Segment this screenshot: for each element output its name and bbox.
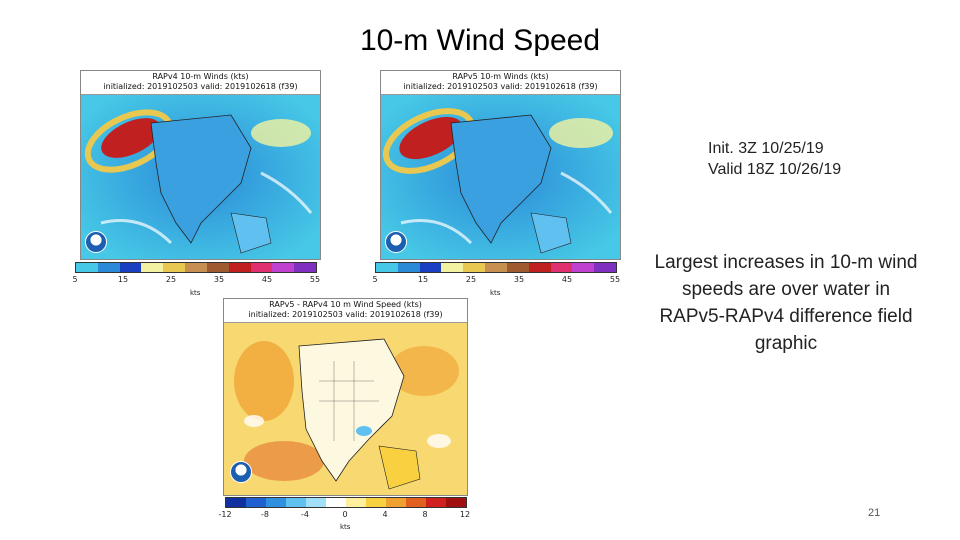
noaa-logo-icon xyxy=(385,231,407,253)
colorbar-tick-label: 45 xyxy=(261,275,273,284)
colorbar-swatch xyxy=(246,498,266,507)
rapv5-map-title: RAPv5 10-m Winds (kts) xyxy=(452,72,549,81)
forecast-times: Init. 3Z 10/25/19 Valid 18Z 10/26/19 xyxy=(708,138,841,180)
rapv4-colorbar-units: kts xyxy=(190,289,201,297)
colorbar-swatch xyxy=(163,263,186,272)
colorbar-tick-label: 45 xyxy=(561,275,573,284)
colorbar-swatch xyxy=(326,498,346,507)
colorbar-swatch xyxy=(406,498,426,507)
colorbar-swatch xyxy=(572,263,595,272)
rapv5-colorbar xyxy=(375,262,617,273)
colorbar-swatch xyxy=(206,263,229,272)
difference-map-header: RAPv5 - RAPv4 10 m Wind Speed (kts) init… xyxy=(224,299,467,323)
difference-map-image xyxy=(224,321,467,495)
colorbar-swatch xyxy=(272,263,295,272)
colorbar-swatch xyxy=(397,263,420,272)
colorbar-swatch xyxy=(550,263,573,272)
colorbar-swatch xyxy=(119,263,142,272)
colorbar-tick-label: 35 xyxy=(213,275,225,284)
colorbar-swatch xyxy=(76,263,98,272)
colorbar-tick-label: 15 xyxy=(117,275,129,284)
page-number: 21 xyxy=(868,507,881,519)
colorbar-tick-label: -12 xyxy=(218,510,232,519)
valid-time-label: Valid 18Z 10/26/19 xyxy=(708,161,842,178)
colorbar-swatch xyxy=(419,263,442,272)
rapv4-map-init: initialized: 2019102503 valid: 201910261… xyxy=(103,82,298,91)
init-time-label: Init. 3Z 10/25/19 xyxy=(708,140,824,157)
colorbar-tick-label: -8 xyxy=(260,510,269,519)
colorbar-swatch xyxy=(463,263,486,272)
colorbar-tick-label: 35 xyxy=(513,275,525,284)
colorbar-swatch xyxy=(426,498,446,507)
colorbar-swatch xyxy=(266,498,286,507)
rapv5-wind-map: RAPv5 10-m Winds (kts) initialized: 2019… xyxy=(380,70,621,260)
difference-map-title: RAPv5 - RAPv4 10 m Wind Speed (kts) xyxy=(269,300,422,309)
colorbar-swatch xyxy=(97,263,120,272)
colorbar-swatch xyxy=(346,498,366,507)
difference-colorbar-units: kts xyxy=(340,523,351,531)
difference-wind-map: RAPv5 - RAPv4 10 m Wind Speed (kts) init… xyxy=(223,298,468,496)
rapv4-wind-map: RAPv4 10-m Winds (kts) initialized: 2019… xyxy=(80,70,321,260)
rapv5-colorbar-units: kts xyxy=(490,289,501,297)
difference-colorbar xyxy=(225,497,467,508)
colorbar-swatch xyxy=(366,498,386,507)
colorbar-swatch xyxy=(485,263,507,272)
slide-title: 10-m Wind Speed xyxy=(359,24,601,57)
colorbar-swatch xyxy=(446,498,466,507)
colorbar-tick-label: 5 xyxy=(372,275,378,284)
rapv4-colorbar xyxy=(75,262,317,273)
colorbar-tick-label: 12 xyxy=(459,510,471,519)
colorbar-tick-label: -4 xyxy=(300,510,309,519)
colorbar-swatch xyxy=(594,263,616,272)
rapv5-map-header: RAPv5 10-m Winds (kts) initialized: 2019… xyxy=(381,71,620,95)
colorbar-tick-label: 55 xyxy=(309,275,321,284)
colorbar-swatch xyxy=(306,498,326,507)
rapv4-map-header: RAPv4 10-m Winds (kts) initialized: 2019… xyxy=(81,71,320,95)
colorbar-tick-label: 55 xyxy=(609,275,621,284)
colorbar-swatch xyxy=(376,263,398,272)
colorbar-tick-label: 0 xyxy=(342,510,348,519)
colorbar-tick-label: 15 xyxy=(417,275,429,284)
colorbar-swatch xyxy=(185,263,207,272)
colorbar-swatch xyxy=(250,263,273,272)
colorbar-tick-label: 25 xyxy=(465,275,477,284)
rapv5-map-image xyxy=(381,93,620,259)
colorbar-swatch xyxy=(226,498,246,507)
colorbar-tick-label: 5 xyxy=(72,275,78,284)
difference-map-init: initialized: 2019102503 valid: 201910261… xyxy=(248,310,443,319)
rapv5-map-init: initialized: 2019102503 valid: 201910261… xyxy=(403,82,598,91)
colorbar-swatch xyxy=(386,498,406,507)
colorbar-swatch xyxy=(506,263,529,272)
rapv4-map-title: RAPv4 10-m Winds (kts) xyxy=(152,72,249,81)
colorbar-swatch xyxy=(441,263,464,272)
colorbar-tick-label: 8 xyxy=(422,510,428,519)
colorbar-swatch xyxy=(528,263,551,272)
colorbar-swatch xyxy=(286,498,306,507)
colorbar-tick-label: 4 xyxy=(382,510,388,519)
colorbar-tick-label: 25 xyxy=(165,275,177,284)
colorbar-swatch xyxy=(141,263,164,272)
rapv4-map-image xyxy=(81,93,320,259)
noaa-logo-icon xyxy=(230,461,252,483)
noaa-logo-icon xyxy=(85,231,107,253)
colorbar-swatch xyxy=(228,263,251,272)
colorbar-swatch xyxy=(294,263,316,272)
slide-caption: Largest increases in 10-m wind speeds ar… xyxy=(654,252,918,354)
